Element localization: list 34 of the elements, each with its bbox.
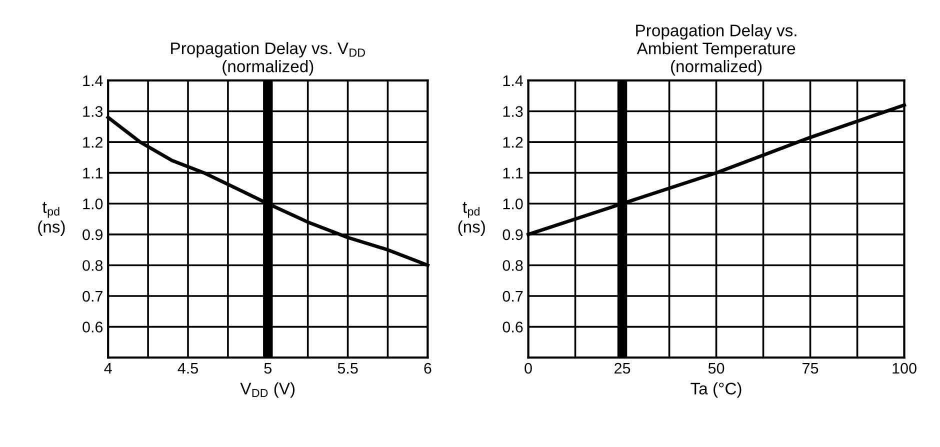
y-tick-label: 0.8 — [82, 260, 103, 271]
x-axis-title: Ta (°C) — [690, 382, 742, 398]
y-tick-label: 1.3 — [503, 106, 523, 117]
y-tick-label: 1.1 — [503, 168, 523, 178]
y-tick-label: 0.6 — [82, 322, 103, 332]
y-tick-label: 1.3 — [83, 106, 103, 117]
y-axis-title: t$_{pd}$ (ns) — [458, 202, 485, 236]
y-tick-label: 1.0 — [83, 198, 103, 210]
x-tick-label: 4 — [104, 363, 112, 374]
x-tick-label: 4.5 — [178, 363, 198, 374]
x-tick-label: 100 — [892, 362, 916, 374]
x-axis-title: V$_{DD}$ (V) — [240, 382, 295, 398]
y-tick-label: 0.6 — [502, 322, 523, 332]
y-tick-label: 0.8 — [502, 260, 523, 271]
x-tick-label: 25 — [614, 362, 630, 374]
y-tick-label: 1.4 — [503, 75, 523, 86]
chart-title: Propagation Delay vs. V$_{DD}$ (normalized) — [171, 42, 365, 76]
x-tick-label: 6 — [424, 362, 432, 374]
x-tick-label: 5 — [264, 363, 272, 374]
x-tick-label: 75 — [802, 363, 818, 374]
y-tick-label: 0.7 — [82, 290, 102, 302]
y-tick-label: 1.2 — [503, 136, 523, 148]
y-tick-label: 1.4 — [83, 75, 103, 86]
x-tick-label: 50 — [708, 362, 724, 374]
y-tick-label: 0.9 — [502, 229, 523, 240]
chart-title: Propagation Delay vs. Ambient Temperature (normalized) — [636, 24, 796, 76]
x-tick-label: 5.5 — [338, 363, 358, 374]
y-tick-label: 1.2 — [83, 136, 102, 148]
y-tick-label: 0.7 — [502, 290, 523, 302]
x-tick-label: 0 — [524, 362, 532, 374]
y-tick-label: 1.0 — [503, 198, 523, 210]
y-tick-label: 0.9 — [82, 229, 103, 240]
y-axis-title: t$_{pd}$ (ns) — [38, 202, 65, 236]
y-tick-label: 1.1 — [83, 168, 102, 178]
